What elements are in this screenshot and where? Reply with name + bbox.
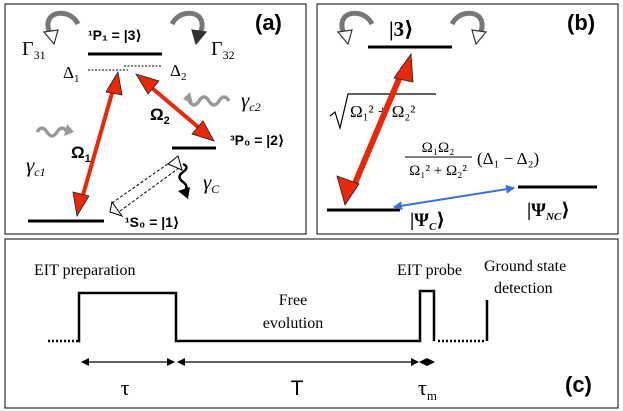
decay-32-curved-arrow: [169, 10, 208, 46]
svg-text:Ω₁Ω₂: Ω₁Ω₂: [422, 140, 455, 156]
panel-c-label: (c): [565, 372, 592, 397]
eit-probe-label: EIT probe: [397, 262, 462, 279]
omega-1-label: Ω1: [71, 143, 91, 165]
panel-b-label: (b): [567, 10, 595, 35]
gamma-32-label: Γ32: [211, 38, 235, 62]
delta-2-label: Δ2: [170, 61, 186, 83]
level-3-label: |3⟩: [389, 17, 414, 41]
bright-state-laser-arrow: [336, 52, 414, 206]
level-3p0-label: ³P₀ = |2⟩: [230, 132, 284, 148]
tau-m-label: τm: [418, 375, 437, 403]
evolution-label: evolution: [263, 315, 323, 332]
gamma-31-label: Γ31: [22, 38, 46, 62]
gamma-c1-label: γc1: [26, 153, 46, 179]
level-1s0-label: ¹S₀ = |1⟩: [125, 214, 179, 230]
omega-2-laser-arrow: [135, 73, 215, 142]
panel-b-frame: [316, 3, 619, 235]
ground-state-label: Ground state: [484, 258, 566, 275]
panel-c-frame: [4, 238, 619, 409]
omega-2-label: Ω2: [150, 105, 170, 127]
gamma-c2-wavy-arrow: [183, 92, 231, 107]
decay-right-curved-arrow: [449, 10, 488, 46]
T-label: T: [291, 377, 304, 400]
gamma-c1-wavy-arrow: [35, 124, 74, 138]
tau-label: τ: [121, 375, 130, 400]
energy-shift-formula: Ω₁Ω₂ Ω₁² + Ω₂² (Δ₁ − Δ₂): [405, 140, 539, 179]
coherence-dashed-arrow: [109, 155, 183, 217]
gamma-c2-label: γc2: [241, 88, 261, 114]
detection-label: detection: [494, 280, 553, 297]
svg-text:Ω₁² + Ω₂²: Ω₁² + Ω₂²: [409, 163, 467, 179]
energy-shift-arrow: [393, 184, 515, 211]
panel-a-frame: [4, 3, 307, 235]
level-1p1-label: ¹P₁ = |3⟩: [88, 27, 142, 43]
decay-31-curved-arrow: [42, 10, 81, 46]
psi-c-label: |ΨC⟩: [410, 210, 445, 233]
gamma-c-wavy-arrow: [178, 162, 190, 199]
psi-nc-label: |ΨNC⟩: [527, 200, 570, 223]
decay-left-curved-arrow: [336, 10, 375, 46]
omega-1-laser-arrow: [72, 70, 123, 218]
svg-text:(Δ₁ − Δ₂): (Δ₁ − Δ₂): [477, 149, 539, 168]
panel-a-label: (a): [255, 10, 282, 35]
delta-1-label: Δ1: [63, 63, 79, 85]
gamma-c-label: γC: [203, 170, 220, 196]
eit-preparation-label: EIT preparation: [34, 262, 135, 279]
free-label: Free: [279, 292, 307, 309]
pulse-sequence: [48, 289, 489, 343]
